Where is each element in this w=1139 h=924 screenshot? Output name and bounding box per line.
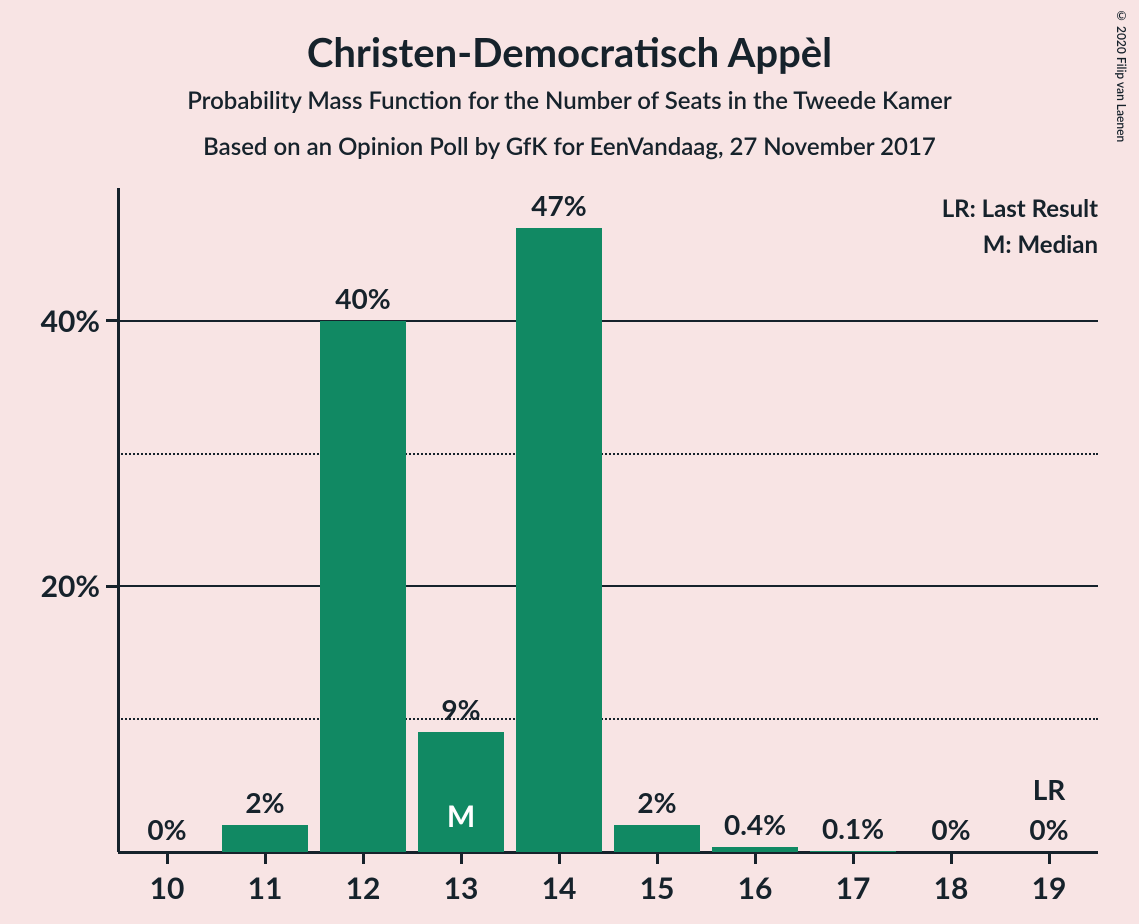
bar-value-label: 0.4% [724, 807, 786, 841]
x-tick-label: 10 [150, 852, 185, 906]
bar-value-label: 0% [147, 812, 186, 846]
bar-value-label: 47% [531, 188, 586, 222]
x-tick-label: 16 [738, 852, 773, 906]
bar-value-label: 40% [335, 281, 390, 315]
bar [810, 851, 896, 852]
bar-value-label: 9% [441, 692, 480, 726]
bar-value-label: 0% [931, 812, 970, 846]
bar-value-label: 0% [1029, 812, 1068, 846]
legend-lr: LR: Last Result [942, 194, 1098, 223]
x-tick-label: 14 [542, 852, 577, 906]
bar [320, 321, 406, 852]
x-tick-label: 12 [346, 852, 381, 906]
bar-value-label: 2% [637, 785, 676, 819]
legend-m: M: Median [983, 230, 1098, 259]
y-axis [117, 188, 120, 852]
x-tick-label: 13 [444, 852, 479, 906]
bar-value-label: 2% [245, 785, 284, 819]
x-tick-label: 15 [640, 852, 675, 906]
bar [222, 825, 308, 852]
chart-subtitle-1: Probability Mass Function for the Number… [0, 86, 1139, 115]
x-tick-label: 18 [934, 852, 969, 906]
bar-last-result-marker: LR [1033, 772, 1066, 806]
chart-subtitle-2: Based on an Opinion Poll by GfK for EenV… [0, 132, 1139, 161]
gridline-major [118, 320, 1098, 322]
chart-title: Christen-Democratisch Appèl [0, 28, 1139, 76]
bar-value-label: 0.1% [822, 811, 884, 845]
gridline-major [118, 585, 1098, 587]
copyright-credit: © 2020 Filip van Laenen [1114, 8, 1129, 142]
bar [418, 732, 504, 852]
bar [712, 847, 798, 852]
x-tick-label: 17 [836, 852, 871, 906]
x-tick-label: 19 [1032, 852, 1067, 906]
pmf-bar-chart: LR: Last Result M: Median 20%40%100%112%… [118, 188, 1098, 852]
gridline-minor [118, 718, 1098, 720]
bar-median-marker: M [447, 798, 475, 834]
x-tick-label: 11 [248, 852, 283, 906]
gridline-minor [118, 453, 1098, 455]
bar [614, 825, 700, 852]
bar [516, 228, 602, 852]
